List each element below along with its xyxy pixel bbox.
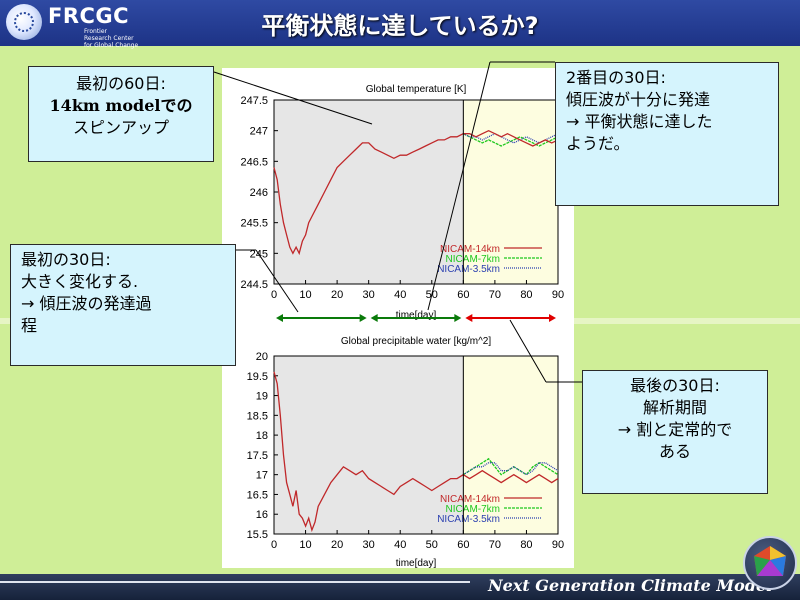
- callout-line: スピンアップ: [72, 118, 169, 137]
- x-tick-label: 30: [363, 289, 375, 301]
- logo-sub-line: for Global Change: [84, 42, 139, 49]
- y-tick-label: 245.5: [240, 218, 268, 230]
- x-tick-label: 50: [426, 539, 438, 551]
- y-tick-label: 17.5: [247, 450, 268, 462]
- globe-icon: [6, 4, 42, 40]
- y-tick-label: 15.5: [247, 529, 268, 541]
- callout-line: 最初の30日:: [21, 250, 111, 269]
- callout-line: → 平衡状態に達した: [566, 112, 713, 131]
- plot-frame: [273, 355, 559, 535]
- x-tick-label: 70: [489, 289, 501, 301]
- frcgc-logo: FRCGC Frontier Research Center for Globa…: [6, 4, 146, 49]
- model-logo-icon: [743, 536, 797, 590]
- x-tick-label: 0: [271, 289, 277, 301]
- leader-line: [213, 71, 373, 125]
- y-tick-label: 16: [256, 509, 268, 521]
- x-tick-label: 10: [299, 289, 311, 301]
- header-bar: FRCGC Frontier Research Center for Globa…: [0, 0, 800, 49]
- callout-line: ある: [658, 442, 691, 461]
- period-arrow-2-head-left: [370, 314, 378, 322]
- x-tick-label: 90: [552, 539, 564, 551]
- callout-line: 最後の30日:: [630, 376, 720, 395]
- leader-line: [255, 249, 299, 313]
- callout-line: → 傾圧波の発達過: [21, 294, 152, 313]
- series-line-NICAM-14km: [273, 371, 559, 533]
- period-arrow-1-head-right: [359, 314, 367, 322]
- y-tick-label: 244.5: [240, 279, 268, 291]
- callout-line: 程: [21, 316, 38, 335]
- period-arrow-2-head-right: [454, 314, 462, 322]
- callout-second-30-days: 2番目の30日: 傾圧波が十分に発達 → 平衡状態に達した ようだ。: [555, 62, 779, 206]
- callout-line: 14km modelでの: [49, 96, 193, 115]
- x-tick-label: 80: [520, 539, 532, 551]
- legend-label: NICAM-7km: [446, 504, 500, 515]
- footer-line: [0, 581, 470, 583]
- legend-label: NICAM-14km: [440, 244, 500, 255]
- callout-line: 解析期間: [642, 398, 707, 417]
- x-tick-label: 40: [394, 289, 406, 301]
- y-tick-label: 20: [256, 351, 268, 363]
- footer-bar: [0, 574, 800, 600]
- callout-line: → 割と定常的で: [617, 420, 733, 439]
- page-title: 平衡状態に達しているか?: [261, 12, 539, 40]
- legend-label: NICAM-3.5km: [437, 264, 500, 275]
- x-tick-label: 80: [520, 289, 532, 301]
- shade-analysis: [463, 100, 558, 284]
- callout-first-30-days: 最初の30日: 大きく変化する. → 傾圧波の発達過 程: [10, 244, 236, 366]
- x-tick-label: 20: [331, 539, 343, 551]
- callout-line: 大きく変化する.: [21, 272, 139, 291]
- y-tick-label: 19: [256, 391, 268, 403]
- y-tick-label: 18.5: [247, 410, 268, 422]
- y-tick-label: 16.5: [247, 489, 268, 501]
- callout-first-60-days: 最初の60日: 14km modelでの スピンアップ: [28, 66, 214, 162]
- logo-sub-line: Research Center: [84, 35, 134, 42]
- callout-line: ようだ。: [566, 134, 630, 153]
- logo-sub-line: Frontier: [84, 28, 108, 35]
- y-tick-label: 247: [250, 126, 268, 138]
- x-tick-label: 70: [489, 539, 501, 551]
- callout-line: 最初の60日:: [76, 74, 166, 93]
- leader-line: [427, 61, 491, 311]
- callout-last-30-days: 最後の30日: 解析期間 → 割と定常的で ある: [582, 370, 768, 494]
- y-tick-label: 17: [256, 470, 268, 482]
- legend-label: NICAM-7km: [446, 254, 500, 265]
- logo-text: FRCGC: [48, 4, 130, 28]
- callout-line: 傾圧波が十分に発達: [566, 90, 711, 109]
- series-line-NICAM-14km: [273, 129, 559, 256]
- x-tick-label: 60: [457, 289, 469, 301]
- callout-line: 2番目の30日:: [566, 68, 666, 87]
- shade-spinup: [274, 356, 464, 534]
- x-tick-label: 30: [363, 539, 375, 551]
- period-arrow-1-head-left: [276, 314, 283, 322]
- chart-title: Global temperature [K]: [366, 84, 467, 95]
- y-tick-label: 247.5: [240, 95, 268, 107]
- series-line-NICAM-3.5km: [462, 462, 559, 476]
- icosahedron-icon: [754, 546, 786, 576]
- period-arrow-3-head-left: [465, 314, 473, 322]
- footer-text: Next Generation Climate Model: [488, 576, 773, 595]
- leader-line: [509, 319, 547, 383]
- x-tick-label: 10: [299, 539, 311, 551]
- x-axis-label: time[day]: [396, 558, 437, 569]
- x-tick-label: 90: [552, 289, 564, 301]
- series-line-NICAM-3.5km: [463, 132, 559, 144]
- period-arrow-3-head-right: [549, 314, 556, 322]
- x-tick-label: 0: [271, 539, 277, 551]
- shade-analysis: [463, 356, 558, 534]
- y-tick-label: 19.5: [247, 371, 268, 383]
- y-tick-label: 246.5: [240, 156, 268, 168]
- shade-spinup: [274, 100, 464, 284]
- y-tick-label: 18: [256, 430, 268, 442]
- series-line-NICAM-7km: [462, 457, 559, 476]
- legend-label: NICAM-3.5km: [437, 514, 500, 525]
- chart-title: Global precipitable water [kg/m^2]: [341, 336, 492, 347]
- x-axis-label: time[day]: [396, 310, 437, 321]
- x-tick-label: 60: [457, 539, 469, 551]
- x-tick-label: 20: [331, 289, 343, 301]
- legend-label: NICAM-14km: [440, 494, 500, 505]
- y-tick-label: 246: [250, 187, 268, 199]
- logo-subtitle: Frontier Research Center for Global Chan…: [84, 28, 154, 49]
- x-tick-label: 40: [394, 539, 406, 551]
